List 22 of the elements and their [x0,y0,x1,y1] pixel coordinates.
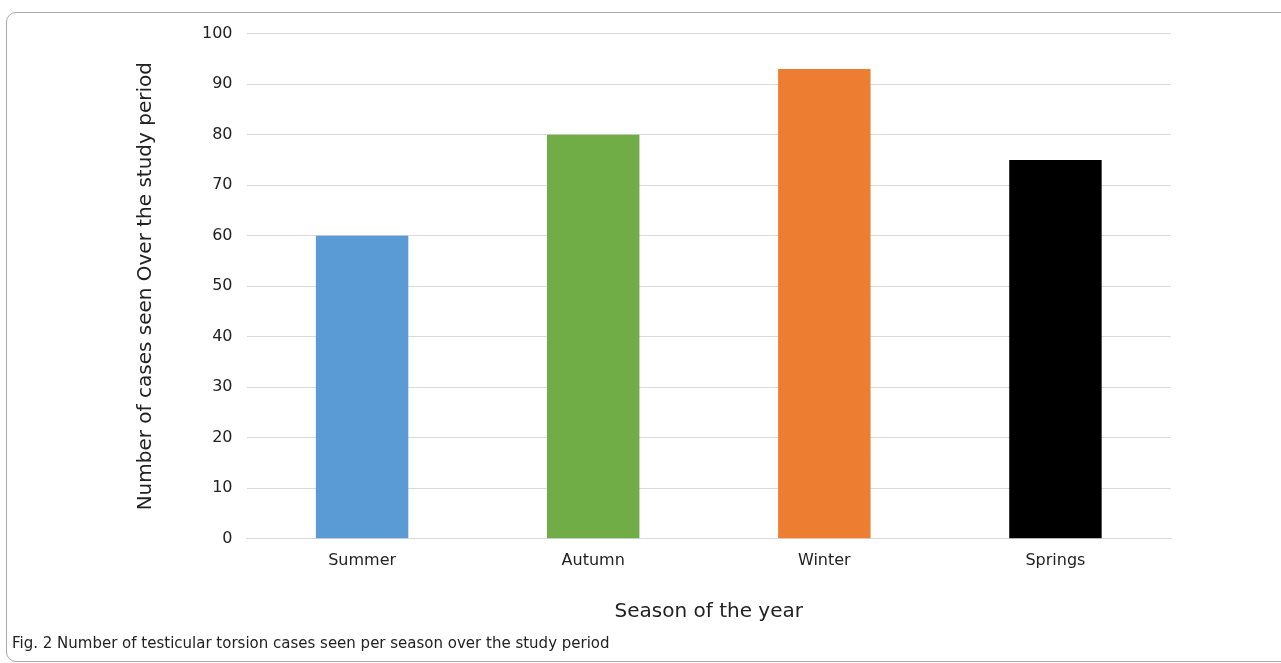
bar [546,134,640,539]
x-tick-label: Summer [328,549,397,569]
bar [778,68,871,539]
bar [315,235,409,539]
y-tick-label: 60 [212,224,233,244]
y-tick-label: 20 [212,426,233,446]
y-tick-label: 40 [212,325,233,345]
y-tick-label: 10 [212,477,233,497]
y-tick-label: 80 [212,123,233,143]
bar [1009,159,1102,539]
x-tick-label: Springs [1025,549,1086,569]
y-tick-label: 100 [201,22,233,42]
caption: Fig. 2 Number of testicular torsion cases seen per season over the study period [12,634,610,652]
y-tick-label: 70 [212,174,233,194]
x-tick-label: Winter [797,549,852,569]
x-axis-title: Season of the year [614,598,804,623]
x-tick-label: Autumn [561,549,625,569]
y-axis-title: Number of cases seen Over the study period [132,62,157,511]
y-tick-label: 0 [222,527,233,547]
y-tick-label: 30 [212,376,233,396]
y-tick-label: 50 [212,275,233,295]
y-tick-label: 90 [212,73,233,93]
